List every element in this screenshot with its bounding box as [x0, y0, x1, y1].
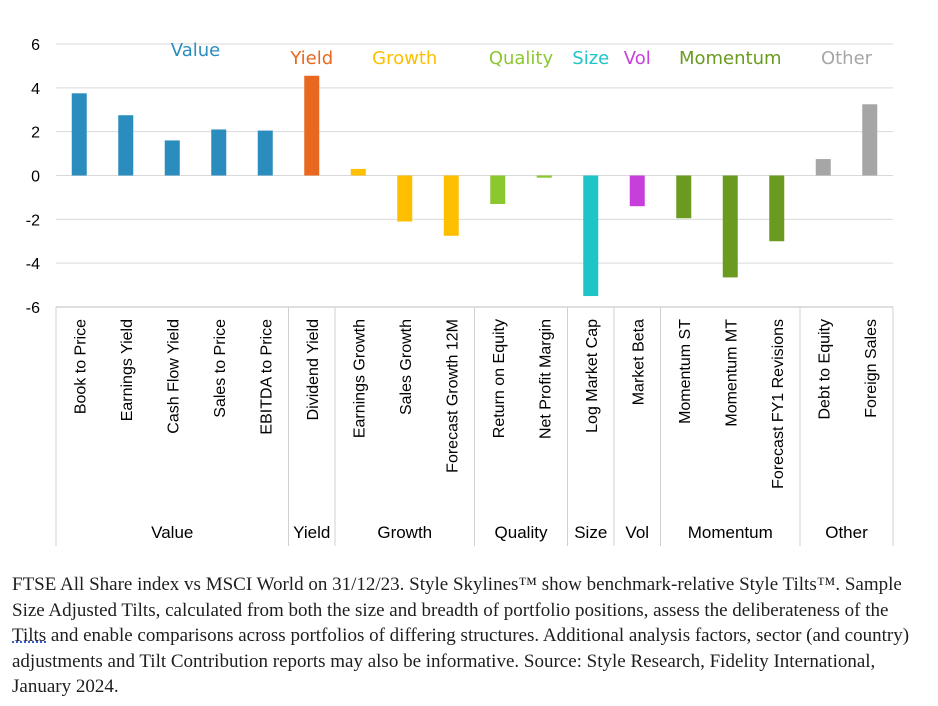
category-label: Earnings Yield — [119, 319, 136, 421]
category-label: Forecast FY1 Revisions — [770, 319, 787, 489]
y-tick-label: 6 — [31, 37, 40, 54]
bar-sales-growth — [397, 175, 413, 222]
bar-forecast-growth-12m — [443, 175, 459, 236]
group-label-value: Value — [151, 523, 193, 542]
group-label-size: Size — [574, 523, 607, 542]
bar-sales-to-price — [211, 129, 227, 176]
bar-net-profit-margin — [536, 175, 552, 178]
category-label: Momentum ST — [677, 319, 694, 424]
caption-text-1: FTSE All Share index vs MSCI World on 31… — [12, 574, 902, 621]
group-title-size: Size — [572, 48, 609, 69]
bar-book-to-price — [71, 93, 87, 176]
category-label: Sales to Price — [212, 319, 229, 418]
category-label: Cash Flow Yield — [165, 319, 182, 434]
chart-area: 6 4 2 0 -2 -4 -6 Book to Price Earnings Yield Cas… — [26, 37, 894, 546]
group-label-yield: Yield — [293, 523, 330, 542]
category-label: Earnings Growth — [351, 319, 368, 438]
bar-momentum-mt — [722, 175, 738, 278]
y-tick-label: -4 — [26, 256, 40, 273]
bar-market-beta — [629, 175, 645, 207]
caption-text-2: and enable comparisons across portfolios… — [12, 625, 910, 697]
category-label: Market Beta — [630, 319, 647, 405]
group-label-other: Other — [825, 523, 868, 542]
group-title-yield: Yield — [289, 48, 333, 69]
bar-momentum-st — [676, 175, 692, 219]
caption-link-tilts[interactable]: Tilts — [12, 625, 47, 646]
figure-caption: FTSE All Share index vs MSCI World on 31… — [12, 572, 917, 700]
group-title-other: Other — [821, 48, 873, 69]
category-label: Return on Equity — [491, 319, 508, 438]
bar-ebitda-to-price — [257, 130, 273, 176]
y-tick-label: 4 — [31, 81, 40, 98]
group-label-vol: Vol — [625, 523, 649, 542]
category-label: Debt to Equity — [816, 319, 833, 420]
bar-earnings-yield — [118, 115, 134, 176]
y-tick-label: 2 — [31, 125, 40, 142]
group-title-vol: Vol — [624, 48, 651, 69]
y-tick-label: -2 — [26, 212, 40, 229]
category-label: Dividend Yield — [305, 319, 322, 420]
category-label: EBITDA to Price — [258, 319, 275, 435]
bar-foreign-sales — [862, 104, 878, 176]
bar-debt-to-equity — [815, 159, 831, 176]
category-label: Log Market Cap — [584, 319, 601, 433]
group-title-value: Value — [171, 40, 220, 61]
group-label-quality: Quality — [495, 523, 548, 542]
bar-dividend-yield — [304, 75, 320, 176]
y-tick-label: -6 — [26, 300, 40, 317]
category-label: Net Profit Margin — [537, 319, 554, 439]
group-label-momentum: Momentum — [688, 523, 773, 542]
group-title-momentum: Momentum — [679, 48, 782, 69]
category-label: Momentum MT — [723, 319, 740, 427]
category-label: Book to Price — [72, 319, 89, 414]
category-label: Forecast Growth 12M — [444, 319, 461, 473]
group-title-growth: Growth — [372, 48, 437, 69]
bar-cash-flow-yield — [164, 140, 180, 176]
y-tick-label: 0 — [31, 169, 40, 186]
bar-forecast-fy1-revisions — [769, 175, 785, 242]
bar-log-market-cap — [583, 175, 599, 297]
bar-return-on-equity — [490, 175, 506, 204]
group-label-growth: Growth — [377, 523, 432, 542]
style-tilts-bar-chart: 6 4 2 0 -2 -4 -6 Book to Price Earnings Yield Cas… — [26, 37, 894, 546]
category-label: Sales Growth — [398, 319, 415, 415]
bar-earnings-growth — [350, 168, 366, 176]
category-label: Foreign Sales — [863, 319, 880, 418]
group-title-quality: Quality — [489, 48, 554, 69]
